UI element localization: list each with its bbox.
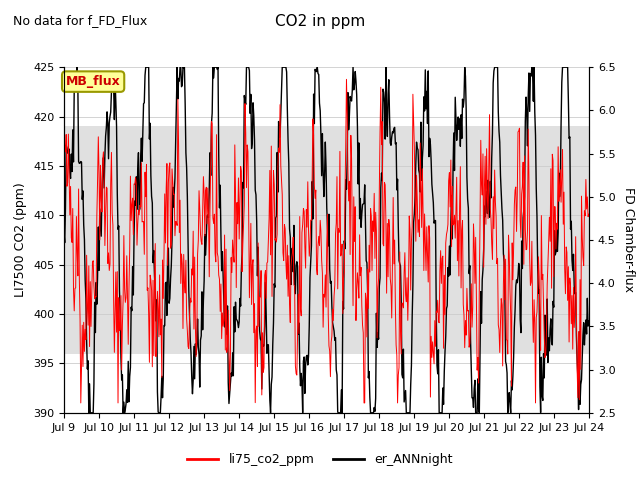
Text: CO2 in ppm: CO2 in ppm: [275, 14, 365, 29]
Text: No data for f_FD_Flux: No data for f_FD_Flux: [13, 14, 147, 27]
Y-axis label: FD Chamber-flux: FD Chamber-flux: [622, 188, 635, 292]
Legend: li75_co2_ppm, er_ANNnight: li75_co2_ppm, er_ANNnight: [182, 448, 458, 471]
Text: MB_flux: MB_flux: [66, 75, 120, 88]
Y-axis label: LI7500 CO2 (ppm): LI7500 CO2 (ppm): [15, 182, 28, 298]
Bar: [64, 126, 589, 354]
